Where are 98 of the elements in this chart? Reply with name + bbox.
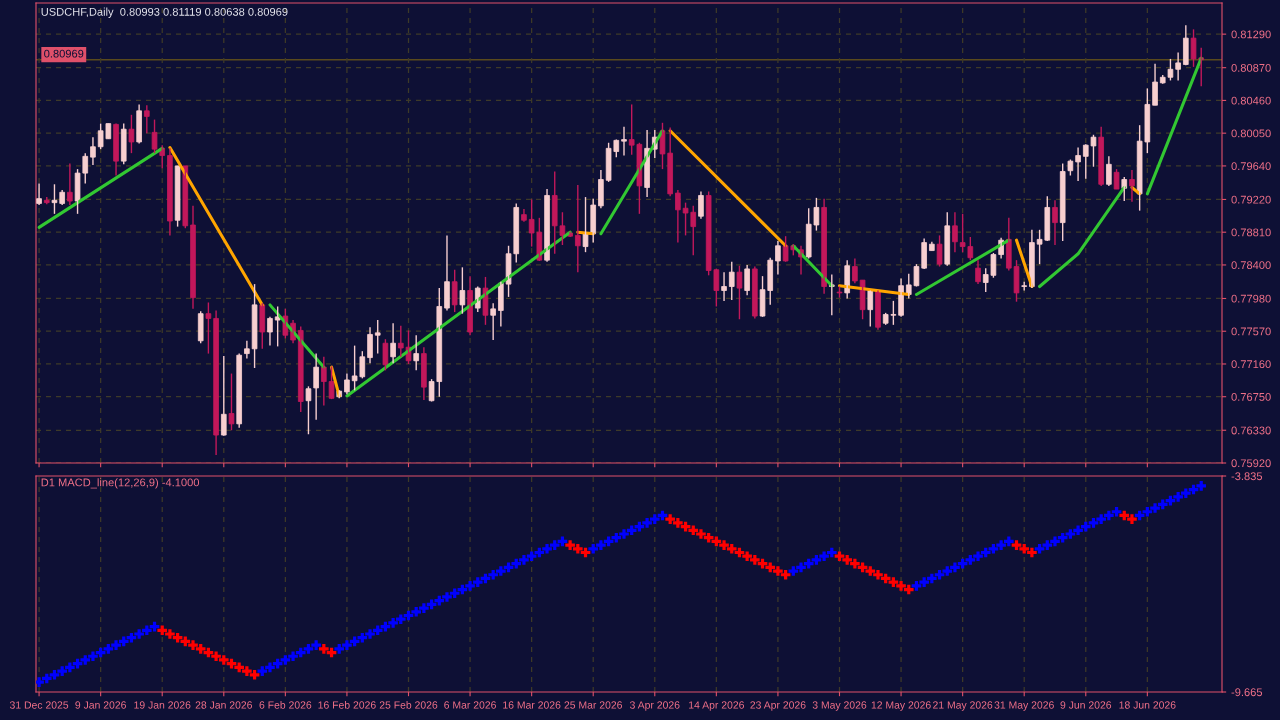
chart-title: USDCHF,Daily 0.80993 0.81119 0.80638 0.80969 bbox=[41, 7, 288, 18]
point bbox=[180, 636, 191, 647]
candlestick bbox=[120, 122, 127, 166]
y-tick-label: -3.835 bbox=[1231, 472, 1263, 481]
point bbox=[211, 651, 221, 662]
candlestick bbox=[944, 211, 951, 267]
x-tick-label: 31 May 2026 bbox=[994, 701, 1054, 711]
candlestick bbox=[305, 385, 312, 435]
candlestick bbox=[251, 283, 258, 369]
candlestick bbox=[1059, 162, 1066, 242]
x-tick-label: 23 Apr 2026 bbox=[750, 701, 806, 711]
x-tick-label: 9 Jun 2026 bbox=[1060, 701, 1112, 709]
x-tick-label: 12 May 2026 bbox=[871, 701, 931, 711]
y-tick-label: 0.77160 bbox=[1231, 360, 1271, 369]
y-tick-label: 0.78810 bbox=[1231, 228, 1271, 237]
point bbox=[688, 525, 699, 536]
point bbox=[319, 644, 329, 654]
point bbox=[1011, 540, 1022, 550]
chart-title: D1 MACD_line(12,26,9) -4.1000 bbox=[41, 478, 200, 489]
candlestick bbox=[1113, 168, 1120, 190]
point bbox=[773, 566, 783, 576]
point bbox=[842, 555, 852, 565]
candlestick bbox=[220, 355, 227, 437]
y-tick-label: 0.76750 bbox=[1231, 392, 1271, 401]
candlestick bbox=[621, 126, 627, 157]
y-tick-label: 0.75920 bbox=[1231, 459, 1271, 468]
x-tick-label: 28 Jan 2026 bbox=[195, 701, 253, 709]
x-tick-label: 9 Jan 2026 bbox=[75, 701, 126, 709]
point bbox=[865, 566, 876, 576]
point bbox=[195, 644, 206, 654]
y-tick-label: 0.81290 bbox=[1231, 30, 1271, 39]
point bbox=[903, 584, 914, 595]
y-tick-label: -9.665 bbox=[1231, 688, 1263, 697]
point bbox=[673, 518, 683, 528]
y-tick-label: 0.80460 bbox=[1231, 96, 1271, 105]
x-tick-label: 31 Dec 2025 bbox=[9, 701, 69, 709]
x-tick-label: 16 Mar 2026 bbox=[503, 701, 561, 709]
candlestick bbox=[936, 234, 943, 268]
y-tick-label: 0.80050 bbox=[1231, 129, 1271, 138]
x-tick-label: 3 May 2026 bbox=[812, 701, 867, 711]
point bbox=[888, 577, 899, 587]
point bbox=[1119, 510, 1130, 521]
point bbox=[742, 551, 752, 562]
candlestick bbox=[736, 265, 743, 320]
point bbox=[573, 543, 583, 554]
y-tick-label: 0.77570 bbox=[1231, 327, 1271, 336]
x-tick-label: 25 Mar 2026 bbox=[564, 701, 622, 709]
x-tick-label: 19 Jan 2026 bbox=[134, 701, 191, 709]
point bbox=[780, 569, 791, 580]
x-tick-label: 18 Jun 2026 bbox=[1119, 701, 1176, 709]
candlestick bbox=[451, 269, 458, 313]
point bbox=[234, 662, 244, 673]
candlestick bbox=[459, 266, 466, 315]
point bbox=[565, 540, 575, 550]
x-tick-label: 14 Apr 2026 bbox=[689, 701, 744, 711]
point bbox=[165, 629, 175, 639]
candlestick bbox=[151, 118, 158, 154]
point bbox=[1019, 543, 1030, 554]
point bbox=[834, 551, 845, 562]
point bbox=[873, 569, 883, 580]
x-tick-label: 3 Apr 2026 bbox=[629, 701, 680, 711]
y-tick-label: 0.76330 bbox=[1231, 426, 1271, 435]
candlestick bbox=[205, 301, 212, 355]
ref-line-label: 0.80969 bbox=[44, 49, 84, 58]
y-tick-label: 0.78400 bbox=[1231, 261, 1271, 270]
point bbox=[188, 640, 198, 650]
point bbox=[750, 555, 760, 565]
point bbox=[1127, 514, 1137, 524]
point bbox=[218, 655, 229, 665]
point bbox=[896, 581, 906, 591]
point bbox=[696, 529, 706, 539]
point bbox=[249, 669, 260, 680]
candlestick bbox=[413, 334, 419, 372]
x-tick-label: 6 Mar 2026 bbox=[444, 701, 496, 709]
y-tick-label: 0.80870 bbox=[1231, 63, 1271, 72]
x-tick-label: 21 May 2026 bbox=[933, 701, 993, 711]
candlestick bbox=[128, 114, 135, 154]
x-tick-label: 6 Feb 2026 bbox=[259, 701, 312, 709]
point bbox=[242, 666, 252, 676]
x-tick-label: 25 Feb 2026 bbox=[379, 701, 438, 709]
point bbox=[850, 558, 860, 569]
candlestick bbox=[228, 372, 235, 431]
candlestick bbox=[197, 310, 204, 344]
point bbox=[726, 543, 737, 554]
point bbox=[157, 625, 168, 636]
y-tick-label: 0.79220 bbox=[1231, 195, 1271, 204]
candlestick bbox=[259, 302, 266, 350]
candlestick bbox=[582, 196, 589, 253]
point bbox=[719, 540, 729, 550]
point bbox=[765, 562, 776, 573]
candlestick bbox=[728, 261, 735, 301]
point bbox=[665, 514, 675, 524]
candlestick bbox=[374, 319, 381, 355]
x-tick-label: 16 Feb 2026 bbox=[318, 701, 376, 709]
point bbox=[1027, 547, 1037, 558]
y-tick-label: 0.79640 bbox=[1231, 162, 1271, 171]
y-tick-label: 0.77980 bbox=[1231, 294, 1271, 303]
point bbox=[172, 632, 183, 643]
